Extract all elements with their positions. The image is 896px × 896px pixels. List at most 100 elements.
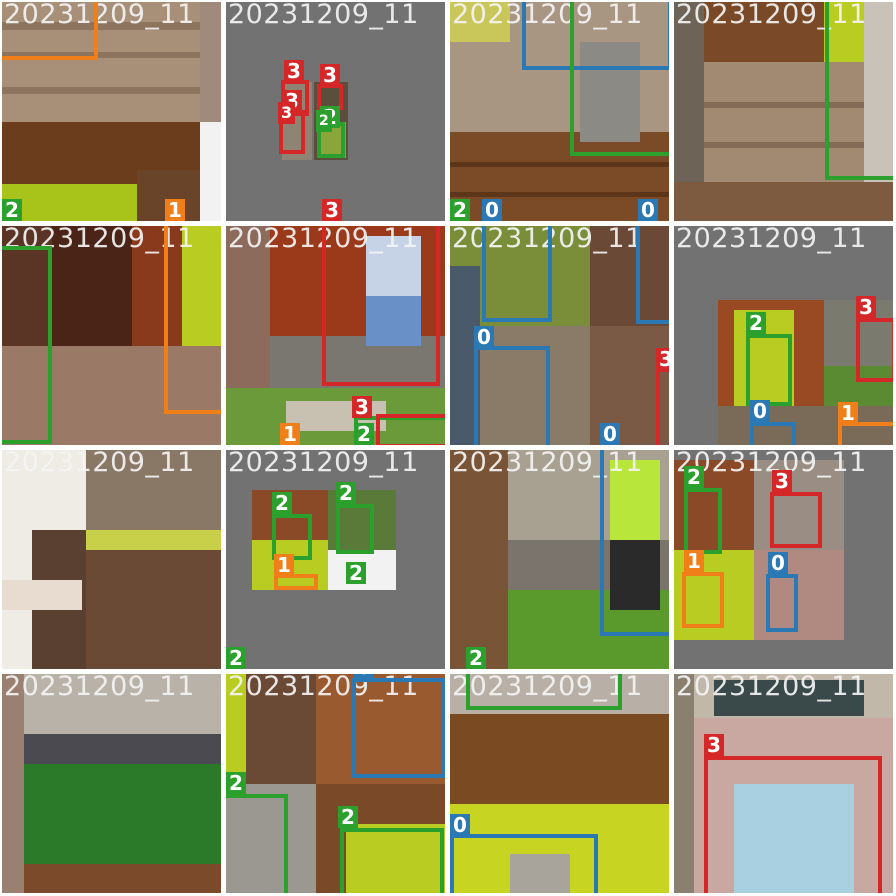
filename-label: 20231209_11 (228, 2, 419, 30)
bbox (856, 318, 893, 382)
bbox-label: 2 (338, 806, 358, 828)
filename-label: 20231209_11 (4, 2, 195, 30)
bbox (274, 574, 318, 590)
mosaic-tile: 20231209_11 (2, 674, 221, 893)
tile-image (2, 2, 221, 221)
mosaic-tile: 20231209_11 2 0 0 (450, 2, 669, 221)
filename-label: 20231209_11 (452, 450, 643, 478)
tile-image (674, 2, 893, 221)
bbox (600, 450, 669, 636)
bbox-label: 3 (278, 102, 296, 124)
bbox-label: 3 (352, 396, 372, 418)
bbox-label: 1 (280, 423, 300, 445)
bbox-label: 0 (450, 814, 470, 836)
bbox (570, 2, 669, 156)
bbox-label: 2 (466, 647, 486, 669)
bbox (482, 226, 552, 322)
tile-image (450, 2, 669, 221)
tile-image (226, 450, 445, 669)
filename-label: 20231209_11 (676, 450, 867, 478)
tile-image (2, 450, 221, 669)
filename-label: 20231209_11 (676, 226, 867, 254)
bbox-label: 2 (272, 492, 292, 514)
filename-label: 20231209_11 (676, 2, 867, 30)
bbox-label: 3 (322, 199, 342, 221)
bbox-label: 2 (336, 482, 356, 504)
bbox-label: 1 (684, 550, 704, 572)
bbox-label: 0 (638, 199, 658, 221)
bbox (340, 828, 444, 893)
tile-image (2, 226, 221, 445)
mosaic-tile: 20231209_11 3 (674, 674, 893, 893)
bbox (684, 488, 722, 554)
bbox-label: 3 (320, 64, 340, 86)
bbox-label: 0 (750, 400, 770, 422)
bbox (322, 226, 440, 386)
bbox-label: 1 (274, 554, 294, 576)
mosaic-tile: 20231209_11 (674, 2, 893, 221)
bbox-label: 2 (354, 423, 374, 445)
bbox (522, 2, 669, 70)
bbox-label: 0 (474, 326, 494, 348)
bbox-label: 2 (226, 772, 246, 794)
bbox (474, 346, 550, 445)
filename-label: 20231209_11 (4, 450, 195, 478)
bbox-label: 0 (768, 552, 788, 574)
mosaic-tile: 20231209_11 2 (450, 450, 669, 669)
bbox (682, 572, 724, 628)
tile-image (450, 226, 669, 445)
mosaic-tile: 20231209_11 0 0 3 (450, 226, 669, 445)
bbox (2, 246, 52, 444)
bbox (704, 756, 882, 893)
bbox-label: 0 (354, 674, 374, 678)
tile-image (450, 674, 669, 893)
bbox (838, 422, 893, 445)
tile-image (674, 674, 893, 893)
bbox-label: 3 (284, 60, 304, 82)
mosaic-tile: 20231209_11 2 3 0 1 (674, 226, 893, 445)
mosaic-tile: 20231209_11 (2, 450, 221, 669)
bbox (336, 504, 374, 554)
tile-image (2, 674, 221, 893)
bbox-label: 2 (2, 199, 22, 221)
bbox (450, 834, 598, 893)
tile-image (450, 450, 669, 669)
bbox-label: 2 (684, 466, 704, 488)
mosaic-tile: 20231209_11 3 1 2 (226, 226, 445, 445)
mosaic-tile: 20231209_11 3 3 3 3 2 2 3 (226, 2, 445, 221)
bbox (466, 674, 622, 710)
bbox (770, 492, 822, 548)
bbox (766, 574, 798, 632)
bbox (2, 2, 98, 60)
bbox-label: 2 (346, 562, 366, 584)
bbox-label: 2 (226, 647, 246, 669)
bbox (352, 678, 445, 778)
filename-label: 20231209_11 (676, 674, 867, 702)
bbox (636, 226, 669, 324)
tile-image (226, 674, 445, 893)
filename-label: 20231209_11 (4, 674, 195, 702)
filename-label: 20231209_11 (228, 450, 419, 478)
bbox (656, 368, 669, 445)
bbox (825, 2, 893, 180)
bbox-label: 3 (772, 470, 792, 492)
bbox-label: 2 (746, 312, 766, 334)
mosaic-tile: 20231209_11 2 2 1 2 2 (226, 450, 445, 669)
tile-image (226, 226, 445, 445)
bbox-label: 0 (600, 423, 620, 445)
bbox-label: 3 (704, 734, 724, 756)
mosaic-tile: 20231209_11 2 3 1 0 (674, 450, 893, 669)
filename-label: 20231209_11 (452, 2, 643, 30)
bbox-label: 1 (838, 402, 858, 424)
bbox (164, 226, 221, 414)
bbox (746, 334, 792, 406)
bbox (750, 422, 796, 445)
bbox-label: 0 (482, 199, 502, 221)
mosaic-tile: 20231209_11 (2, 226, 221, 445)
mosaic-tile: 20231209_11 0 2 2 (226, 674, 445, 893)
mosaic-tile: 20231209_11 0 (450, 674, 669, 893)
bbox-label: 1 (165, 199, 185, 221)
bbox-label: 3 (856, 296, 876, 318)
bbox-label: 3 (656, 348, 669, 370)
